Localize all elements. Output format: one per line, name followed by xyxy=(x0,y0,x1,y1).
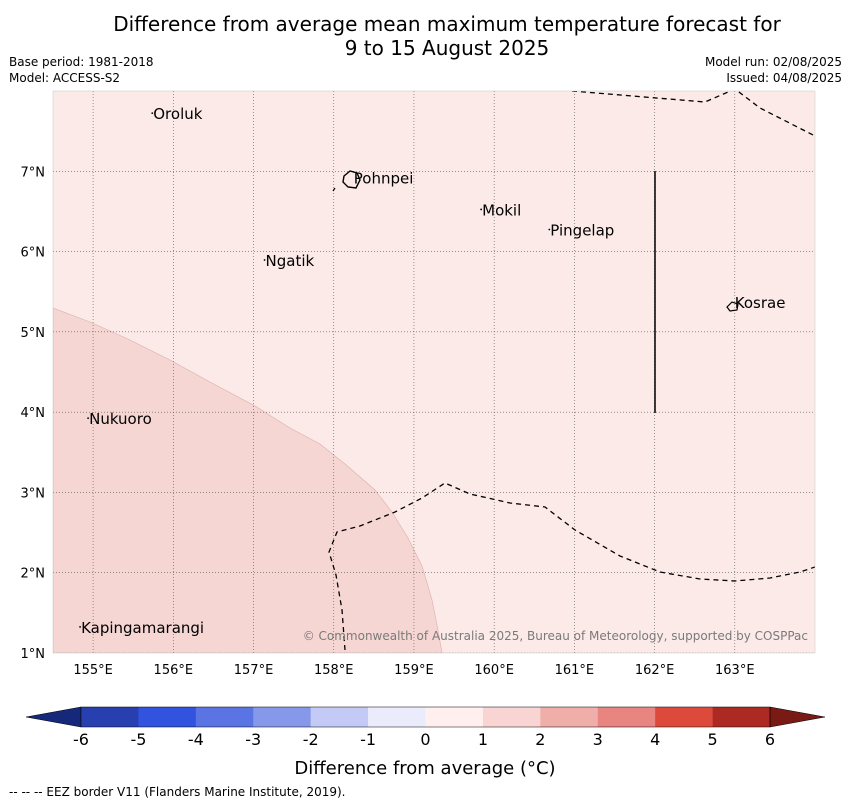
longitude-tick-label: 162°E xyxy=(635,663,675,678)
colorbar-tick-label: -4 xyxy=(188,730,204,749)
longitude-labels: 155°E 156°E 157°E 158°E 159°E 160°E 161°E 162°E… xyxy=(73,663,754,678)
place-labels: Oroluk Pohnpei Mokil Pingelap Ngatik Kosrae Nu… xyxy=(81,105,785,637)
colorbar-tick-label: -6 xyxy=(73,730,89,749)
colorbar-tick-label: 1 xyxy=(478,730,488,749)
map-frame xyxy=(52,90,816,654)
place-label: Mokil xyxy=(482,201,521,219)
longitude-tick-label: 160°E xyxy=(474,663,514,678)
colorbar-labels: -6 -5 -4 -3 -2 -1 0 1 2 3 4 5 6 xyxy=(73,730,775,749)
colorbar-under-arrow xyxy=(25,706,82,728)
place-label: Kosrae xyxy=(735,294,786,312)
island-marker xyxy=(480,208,483,211)
pohnpei-island-shape xyxy=(342,170,361,189)
place-label: Kapingamarangi xyxy=(81,619,204,637)
colorbar-segment xyxy=(195,707,254,727)
colorbar-over-arrow xyxy=(769,706,826,728)
island-marker xyxy=(79,626,81,628)
colorbar-segment xyxy=(712,707,771,727)
latitude-tick-label: 1°N xyxy=(21,647,46,662)
longitude-tick-label: 155°E xyxy=(73,663,113,678)
colorbar-tick-label: 2 xyxy=(535,730,545,749)
place-label: Ngatik xyxy=(266,252,315,270)
map-title: Difference from average mean maximum tem… xyxy=(0,12,850,60)
colorbar-segment xyxy=(138,707,197,727)
colorbar-tick-label: 0 xyxy=(420,730,430,749)
base-period-label: Base period: 1981-2018 xyxy=(9,55,154,69)
meta-left: Base period: 1981-2018 Model: ACCESS-S2 xyxy=(9,54,154,86)
title-line-1: Difference from average mean maximum tem… xyxy=(113,12,781,36)
island-marker xyxy=(87,417,89,420)
colorbar-segment xyxy=(597,707,656,727)
longitude-tick-label: 157°E xyxy=(234,663,274,678)
colorbar-segment xyxy=(368,707,426,727)
eez-legend-footer: -- -- -- EEZ border V11 (Flanders Marine… xyxy=(9,785,346,799)
island-marker xyxy=(548,228,551,231)
longitude-tick-label: 158°E xyxy=(314,663,354,678)
colorbar-segment xyxy=(655,707,713,727)
place-label: Pingelap xyxy=(550,222,614,240)
model-run-label: Model run: 02/08/2025 xyxy=(704,55,842,69)
kosrae-island-shape xyxy=(726,301,739,312)
colorbar-segment xyxy=(81,707,139,727)
latitude-tick-label: 7°N xyxy=(21,165,46,180)
latitude-tick-label: 6°N xyxy=(21,246,46,261)
longitude-tick-label: 159°E xyxy=(394,663,434,678)
island-marker xyxy=(151,112,154,114)
place-label: Oroluk xyxy=(153,105,202,123)
latitude-labels: 1°N 2°N 3°N 4°N 5°N 6°N 7°N xyxy=(21,165,46,662)
place-label: Nukuoro xyxy=(89,410,152,428)
colorbar-tick-label: 6 xyxy=(765,730,775,749)
longitude-tick-label: 161°E xyxy=(555,663,595,678)
colorbar xyxy=(25,706,826,728)
colorbar-segment xyxy=(310,707,369,727)
colorbar-tick-label: 5 xyxy=(707,730,717,749)
issued-label: Issued: 04/08/2025 xyxy=(726,71,842,85)
latitude-tick-label: 2°N xyxy=(21,567,46,582)
colorbar-tick-label: -3 xyxy=(245,730,261,749)
longitude-tick-label: 163°E xyxy=(715,663,755,678)
map-area xyxy=(53,91,815,653)
colorbar-segment xyxy=(540,707,599,727)
place-label: Pohnpei xyxy=(354,169,414,187)
colorbar-title: Difference from average (°C) xyxy=(294,758,555,779)
colorbar-tick-label: 3 xyxy=(593,730,603,749)
island-marker xyxy=(263,259,266,261)
colorbar-tick-label: 4 xyxy=(650,730,660,749)
eez-border-north xyxy=(571,91,815,137)
anomaly-shaded-region xyxy=(53,307,443,653)
latitude-tick-label: 5°N xyxy=(21,326,46,341)
title-line-2: 9 to 15 August 2025 xyxy=(344,36,550,60)
latitude-tick-label: 3°N xyxy=(21,486,46,501)
latitude-tick-label: 4°N xyxy=(21,406,46,421)
colorbar-segment xyxy=(482,707,541,727)
colorbar-segment xyxy=(253,707,311,727)
copyright-notice: © Commonwealth of Australia 2025, Bureau… xyxy=(303,629,808,643)
meta-right: Model run: 02/08/2025 Issued: 04/08/2025 xyxy=(705,54,842,86)
model-label: Model: ACCESS-S2 xyxy=(9,71,121,85)
colorbar-tick-label: -2 xyxy=(303,730,319,749)
colorbar-tick-label: -1 xyxy=(360,730,376,749)
colorbar-outline xyxy=(80,706,771,728)
colorbar-tick-label: -5 xyxy=(130,730,146,749)
pohnpei-islet xyxy=(332,187,336,192)
colorbar-segment xyxy=(425,707,484,727)
eez-border-south xyxy=(328,482,815,651)
longitude-tick-label: 156°E xyxy=(154,663,194,678)
island-markers xyxy=(79,112,551,628)
